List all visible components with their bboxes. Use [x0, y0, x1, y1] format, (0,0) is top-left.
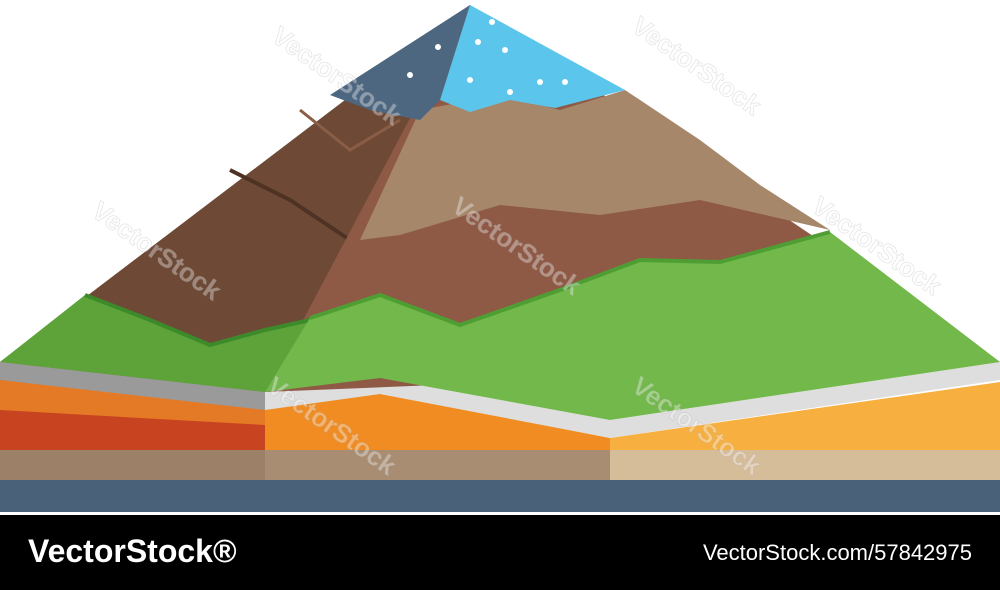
stratum-gray-right — [265, 362, 1000, 438]
ridge-line — [299, 108, 401, 152]
stratum-brown-mid — [265, 448, 610, 480]
stratum-orange-left — [0, 380, 265, 425]
grass-left — [0, 295, 310, 392]
snow-cap — [440, 5, 625, 112]
stratum-bottom — [0, 478, 1000, 512]
stratum-gray-left — [0, 362, 265, 410]
footer-logo: VectorStock® — [28, 533, 237, 569]
grass-edge — [309, 230, 831, 328]
grass-edge — [84, 293, 311, 348]
footer-id: VectorStock.com/57842975 — [703, 540, 972, 565]
ridge-line — [229, 168, 352, 242]
snow-dots — [407, 19, 568, 95]
grass-right — [265, 232, 1000, 420]
stratum-brown-right — [610, 448, 1000, 480]
snow-shadow — [330, 5, 470, 120]
stratum-brown-left — [0, 448, 265, 480]
stratum-orange-mid — [265, 392, 610, 450]
mountain-upper-layer — [360, 90, 830, 240]
footer-bar — [0, 515, 1000, 590]
stratum-orange-right — [610, 382, 1000, 450]
